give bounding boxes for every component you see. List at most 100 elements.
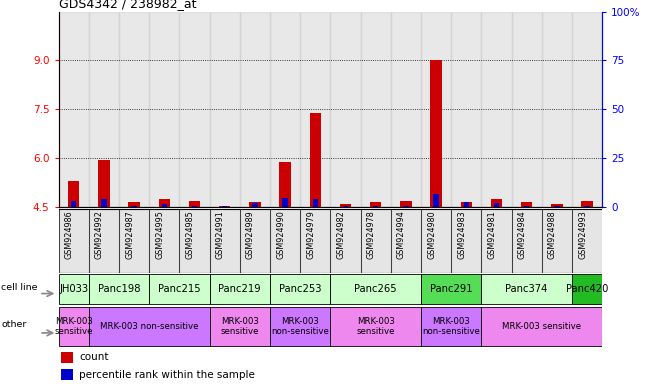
Text: MRK-003
sensitive: MRK-003 sensitive [221,317,259,336]
Bar [270,12,300,207]
Bar [581,201,593,207]
Text: GSM924991: GSM924991 [215,210,225,259]
Bar [421,209,451,273]
Bar [119,12,149,207]
Bar [585,206,590,207]
Text: Panc198: Panc198 [98,284,140,294]
Bar [434,194,439,207]
Text: MRK-003
sensitive: MRK-003 sensitive [55,317,93,336]
Bar [98,160,109,207]
Bar [59,12,89,207]
Text: GSM924990: GSM924990 [276,210,285,259]
Bar [252,204,258,207]
Bar [361,209,391,273]
Bar [189,201,201,207]
Bar [542,209,572,273]
Bar [373,206,378,207]
Text: GSM924995: GSM924995 [156,210,164,260]
Bar [331,209,361,273]
Text: GSM924986: GSM924986 [64,210,74,259]
Bar [61,369,74,380]
Text: Panc374: Panc374 [505,284,548,294]
Text: count: count [79,353,109,362]
Bar [542,12,572,207]
Text: MRK-003
non-sensitive: MRK-003 non-sensitive [271,317,329,336]
Text: GSM924994: GSM924994 [397,210,406,259]
Bar [460,202,472,207]
Text: GSM924992: GSM924992 [95,210,104,260]
Text: GDS4342 / 238982_at: GDS4342 / 238982_at [59,0,196,10]
Bar [331,12,361,207]
Bar [572,12,602,207]
Bar [128,202,140,207]
Bar [210,209,240,273]
Text: GSM924980: GSM924980 [427,210,436,259]
Bar [391,12,421,207]
Bar [572,209,602,273]
Text: Panc215: Panc215 [158,284,201,294]
Bar [481,306,602,346]
Bar [180,209,210,273]
Text: MRK-003 non-sensitive: MRK-003 non-sensitive [100,322,199,331]
Bar [370,202,381,207]
Text: GSM924982: GSM924982 [337,210,346,259]
Bar [119,209,149,273]
Bar [89,12,119,207]
Text: Panc253: Panc253 [279,284,322,294]
Bar [464,202,469,207]
Text: Panc219: Panc219 [219,284,261,294]
Bar [149,12,180,207]
Bar [421,12,451,207]
Text: GSM924978: GSM924978 [367,210,376,259]
Text: Panc265: Panc265 [354,284,397,294]
Bar [149,274,210,304]
Bar [340,204,352,207]
Bar [312,199,318,207]
Bar [554,206,560,207]
Text: GSM924984: GSM924984 [518,210,527,259]
Bar [451,12,481,207]
Bar [331,274,421,304]
Bar [309,113,321,207]
Bar [572,274,602,304]
Bar [283,197,288,207]
Bar [210,274,270,304]
Bar [89,306,210,346]
Bar [481,209,512,273]
Bar [361,12,391,207]
Bar [331,306,421,346]
Bar [101,199,107,207]
Bar [180,12,210,207]
Bar [451,209,481,273]
Bar [61,352,74,363]
Text: GSM924985: GSM924985 [186,210,195,259]
Text: MRK-003
non-sensitive: MRK-003 non-sensitive [422,317,480,336]
Bar [391,209,421,273]
Text: GSM924993: GSM924993 [578,210,587,259]
Bar [89,274,149,304]
Bar [192,206,197,207]
Text: JH033: JH033 [59,284,89,294]
Bar [270,274,330,304]
Text: GSM924983: GSM924983 [457,210,466,259]
Bar [300,12,330,207]
Bar [270,306,330,346]
Bar [551,204,562,207]
Text: cell line: cell line [1,283,38,291]
Bar [222,206,227,207]
Bar [68,181,79,207]
Bar [89,209,119,273]
Bar [521,202,533,207]
Bar [421,306,481,346]
Bar [59,306,89,346]
Bar [279,162,291,207]
Bar [240,209,270,273]
Bar [240,12,270,207]
Text: GSM924987: GSM924987 [125,210,134,259]
Text: Panc420: Panc420 [566,284,608,294]
Bar [59,274,89,304]
Bar [421,274,481,304]
Text: percentile rank within the sample: percentile rank within the sample [79,370,255,380]
Bar [403,206,409,207]
Text: GSM924988: GSM924988 [548,210,557,259]
